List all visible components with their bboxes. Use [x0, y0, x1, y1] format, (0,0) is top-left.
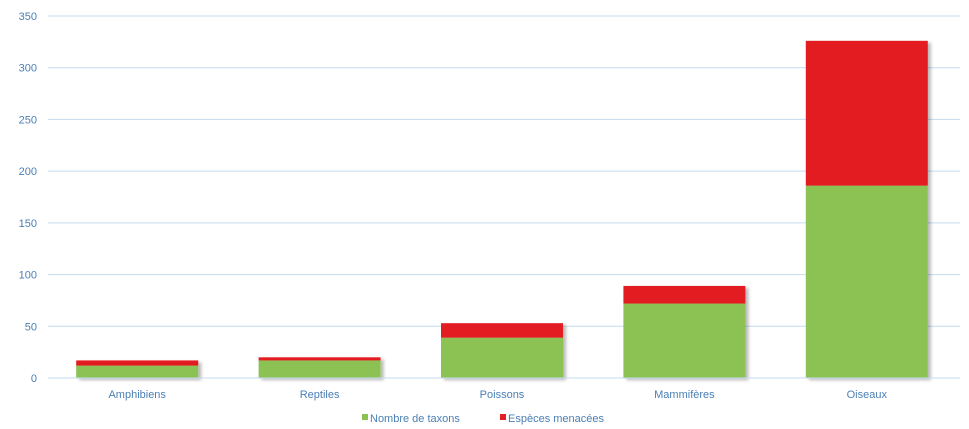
y-tick-label: 200 [19, 166, 37, 178]
bar-stack-mammifères [623, 285, 746, 378]
x-category-label: Reptiles [300, 389, 340, 401]
bar-segment-especes-menacees [441, 323, 563, 338]
legend-label: Espèces menacées [508, 413, 604, 425]
bar-stack-amphibiens [76, 360, 199, 378]
gridlines [48, 15, 960, 327]
bar-segment-especes-menacees [258, 357, 381, 361]
x-category-label: Oiseaux [847, 389, 888, 401]
bar-stack-reptiles [258, 357, 381, 378]
y-tick-label: 300 [19, 63, 37, 75]
y-tick-label: 250 [19, 114, 37, 126]
bar-segment-nombre-de-taxons [76, 365, 199, 378]
bar-segment-especes-menacees [805, 40, 928, 186]
y-tick-label: 350 [19, 11, 37, 23]
y-axis-tick-labels: 0 50 100 150 200 250 300 350 [19, 11, 37, 385]
legend-swatch [362, 414, 368, 420]
bar-segment-nombre-de-taxons [805, 185, 928, 378]
legend-label: Nombre de taxons [370, 413, 460, 425]
x-category-label: Mammifères [654, 389, 715, 401]
legend-swatch [500, 414, 506, 420]
bar-segment-especes-menacees [76, 360, 199, 366]
bars [76, 40, 928, 378]
bar-segment-nombre-de-taxons [441, 337, 563, 378]
y-tick-label: 100 [19, 270, 37, 282]
y-tick-label: 50 [25, 321, 37, 333]
bar-segment-especes-menacees [623, 285, 746, 304]
bar-segment-nombre-de-taxons [623, 303, 746, 378]
bar-segment-nombre-de-taxons [258, 360, 381, 378]
y-tick-label: 0 [31, 373, 37, 385]
x-axis-category-labels: Amphibiens Reptiles Poissons Mammifères Oise… [108, 389, 887, 401]
x-category-label: Poissons [480, 389, 525, 401]
y-tick-label: 150 [19, 218, 37, 230]
bar-stack-poissons [441, 323, 563, 378]
bar-stack-oiseaux [805, 40, 928, 378]
x-category-label: Amphibiens [108, 389, 166, 401]
legend: Nombre de taxons Espèces menacées [362, 413, 604, 425]
